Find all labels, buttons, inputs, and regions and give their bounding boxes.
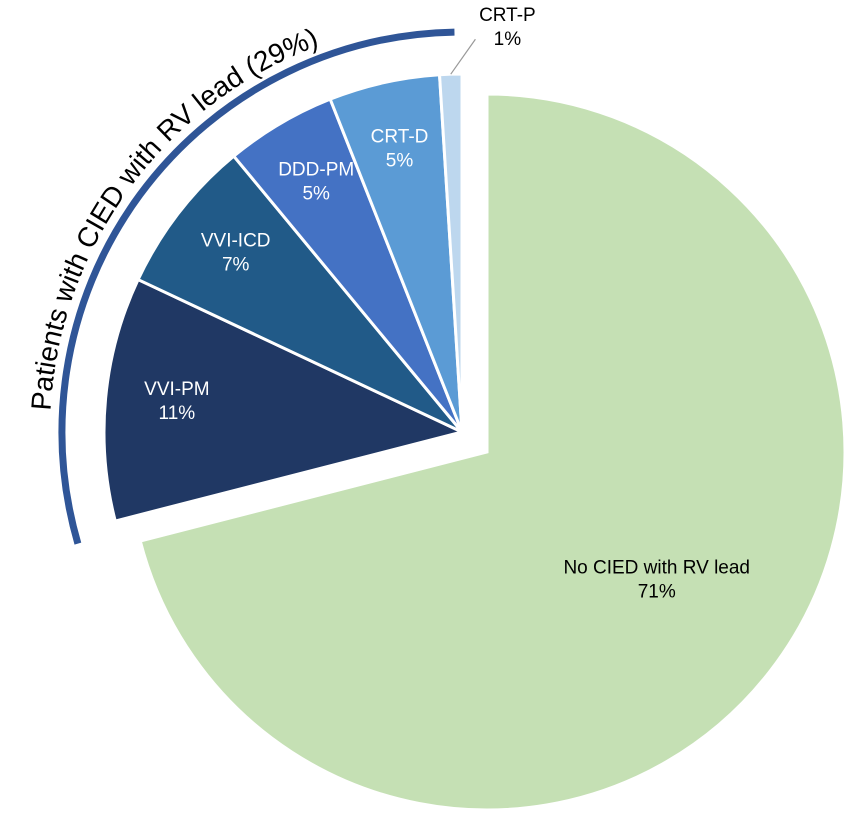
slice-value: 5% [302, 183, 330, 204]
slice-value: 71% [638, 582, 676, 603]
slice-category: DDD-PM [278, 159, 354, 180]
slice-category: VVI-ICD [201, 230, 271, 251]
slice-category: CRT-D [371, 126, 429, 147]
slice-label: CRT-P 1% [479, 5, 536, 50]
slice-value: 7% [222, 254, 250, 275]
slice-label: VVI-PM 11% [144, 379, 209, 424]
slice-label: CRT-D 5% [371, 126, 429, 171]
slice-value: 5% [386, 150, 414, 171]
slice-category: CRT-P [479, 5, 536, 26]
pie-slice [138, 92, 847, 812]
slice-label: DDD-PM 5% [278, 159, 354, 204]
pie-slice [136, 154, 464, 434]
slice-label: VVI-ICD 7% [201, 230, 271, 275]
group-bracket [58, 28, 455, 545]
pie-slice [102, 277, 467, 523]
slice-value: 1% [494, 29, 522, 50]
slice-category: No CIED with RV lead [563, 558, 750, 579]
slice-label: No CIED with RV lead 71% [563, 558, 750, 603]
slice-value: 11% [159, 403, 196, 424]
slice-category: VVI-PM [144, 379, 209, 400]
leader-line [450, 38, 476, 75]
